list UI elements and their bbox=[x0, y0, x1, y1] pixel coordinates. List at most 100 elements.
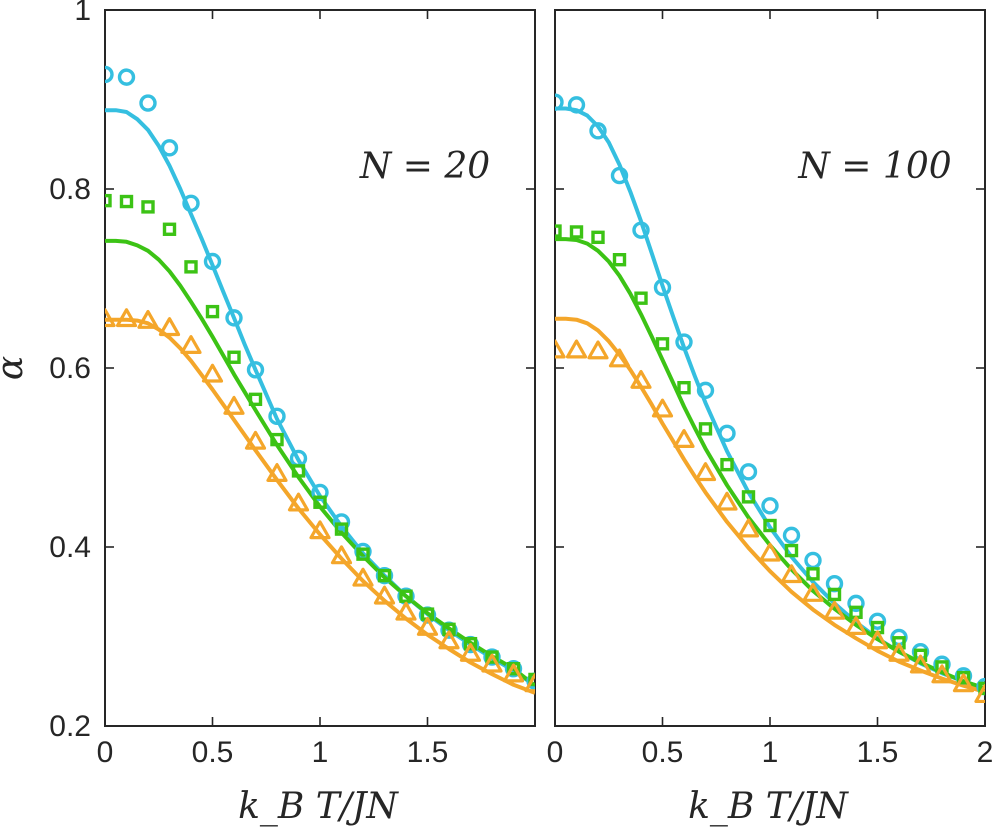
square-marker bbox=[892, 636, 906, 650]
circle-marker bbox=[246, 361, 265, 379]
triangle-marker bbox=[802, 582, 824, 602]
x-tick-label: 2 bbox=[977, 736, 994, 769]
square-marker bbox=[119, 194, 134, 209]
triangle-marker bbox=[137, 309, 159, 329]
circle-marker bbox=[526, 672, 535, 690]
triangle-marker bbox=[608, 348, 631, 368]
square-marker bbox=[591, 230, 605, 245]
triangle-marker bbox=[287, 492, 310, 512]
square-marker bbox=[184, 260, 198, 274]
triangle-marker bbox=[115, 308, 138, 328]
triangle-marker bbox=[759, 542, 781, 562]
circle-marker bbox=[653, 278, 672, 297]
triangle-marker bbox=[416, 616, 439, 636]
square-marker bbox=[555, 224, 562, 238]
x-tick-label: 1 bbox=[312, 736, 329, 769]
square-marker bbox=[978, 681, 985, 696]
circle-marker bbox=[610, 166, 629, 185]
left-annotation: N = 20 bbox=[359, 146, 490, 187]
circle-marker bbox=[139, 94, 157, 112]
circle-marker bbox=[567, 96, 586, 114]
y-tick-label: 0.8 bbox=[49, 173, 91, 206]
panel-right: 0 0.5 1 1.5 2 bbox=[547, 9, 994, 769]
square-marker bbox=[105, 193, 112, 208]
triangle-marker bbox=[555, 339, 566, 359]
square-marker bbox=[913, 648, 928, 662]
left-x-axis-label: k_B T/JN bbox=[238, 786, 399, 827]
triangle-marker bbox=[909, 654, 932, 674]
square-marker bbox=[569, 225, 584, 239]
circle-marker bbox=[182, 194, 200, 213]
triangle-marker bbox=[823, 600, 846, 620]
orange-curve bbox=[555, 316, 985, 694]
circle-marker bbox=[203, 252, 222, 271]
square-marker bbox=[270, 432, 284, 447]
triangle-marker bbox=[180, 335, 202, 354]
square-marker bbox=[162, 222, 177, 236]
circle-marker bbox=[504, 660, 523, 678]
circle-marker bbox=[847, 594, 865, 613]
circle-marker bbox=[632, 221, 650, 239]
circle-marker bbox=[375, 566, 394, 585]
circle-marker bbox=[555, 93, 564, 111]
x-tick-label: 0.5 bbox=[642, 736, 684, 769]
square-marker bbox=[205, 304, 220, 319]
triangle-marker bbox=[565, 339, 588, 359]
triangle-marker bbox=[673, 429, 695, 448]
circle-marker bbox=[589, 122, 607, 140]
x-tick-label: 1 bbox=[762, 736, 779, 769]
square-marker bbox=[399, 589, 413, 603]
square-marker bbox=[291, 464, 306, 478]
circle-marker bbox=[225, 309, 243, 327]
square-marker bbox=[784, 543, 799, 558]
triangle-marker bbox=[201, 363, 224, 383]
circle-marker bbox=[105, 65, 114, 84]
triangle-marker bbox=[524, 673, 535, 693]
green-curve bbox=[555, 237, 985, 691]
square-marker bbox=[720, 457, 734, 472]
triangle-marker bbox=[330, 545, 353, 565]
triangle-marker bbox=[395, 601, 417, 621]
triangle-marker bbox=[244, 430, 267, 450]
triangle-marker bbox=[630, 369, 652, 389]
square-marker bbox=[141, 200, 155, 214]
triangle-marker bbox=[780, 564, 803, 584]
x-tick-label: 1.5 bbox=[407, 736, 449, 769]
square-marker bbox=[655, 337, 670, 351]
circle-marker bbox=[868, 612, 887, 630]
triangle-marker bbox=[266, 463, 288, 482]
triangle-marker bbox=[888, 642, 910, 662]
circle-marker bbox=[675, 333, 693, 351]
panel-left: 0 0.5 1 1.5 0.2 0.4 0.6 0.8 1 bbox=[49, 0, 536, 769]
x-tick-label: 0 bbox=[547, 736, 564, 769]
triangle-marker bbox=[716, 491, 738, 511]
circle-marker bbox=[718, 424, 736, 443]
circle-marker bbox=[696, 381, 715, 400]
triangle-marker bbox=[952, 673, 975, 693]
circle-marker bbox=[782, 526, 801, 545]
circle-marker bbox=[332, 513, 351, 531]
square-marker bbox=[935, 660, 949, 674]
triangle-marker bbox=[438, 630, 460, 650]
triangle-marker bbox=[481, 653, 503, 673]
triangle-marker bbox=[737, 518, 760, 538]
triangle-marker bbox=[651, 398, 674, 418]
x-tick-label: 0 bbox=[97, 736, 114, 769]
square-marker bbox=[634, 291, 648, 305]
circle-marker bbox=[976, 677, 985, 696]
square-marker bbox=[485, 650, 499, 664]
circle-marker bbox=[268, 407, 286, 426]
plot-area bbox=[555, 93, 985, 704]
circle-marker bbox=[311, 483, 329, 502]
square-marker bbox=[248, 392, 263, 407]
y-axis-label: α bbox=[0, 356, 31, 380]
right-annotation: N = 100 bbox=[797, 146, 951, 187]
square-marker bbox=[528, 672, 535, 687]
triangle-marker bbox=[158, 317, 181, 337]
triangle-marker bbox=[587, 340, 609, 360]
circle-marker bbox=[483, 648, 501, 666]
triangle-marker bbox=[694, 462, 717, 482]
y-tick-label: 0.4 bbox=[49, 531, 91, 564]
triangle-marker bbox=[373, 585, 396, 605]
